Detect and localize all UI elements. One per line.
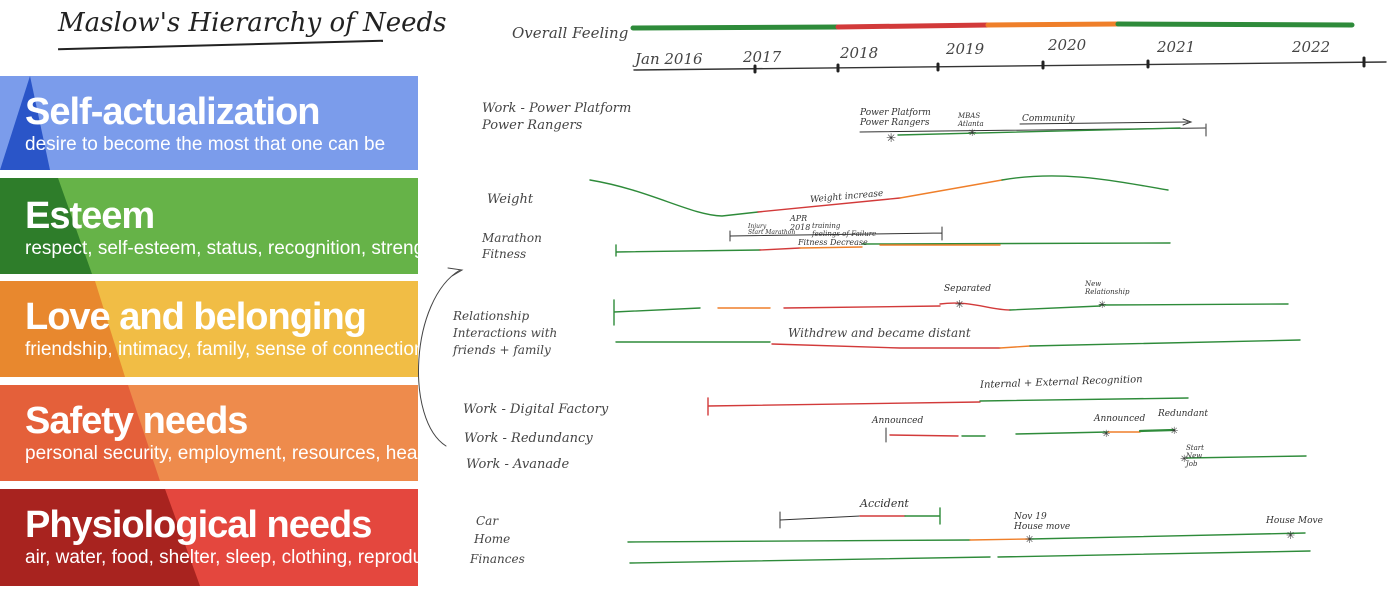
annotation-injury: Injury Start Marathon [748, 223, 796, 236]
annotation-redundant: Redundant [1158, 409, 1208, 419]
row-label-relationship: Relationship Interactions with friends +… [453, 309, 558, 357]
level-accent-self-actualization [0, 76, 50, 170]
level-physiological: Physiological needs air, water, food, sh… [25, 505, 463, 569]
level-title: Love and belonging [25, 296, 367, 338]
svg-text:✳: ✳ [955, 298, 964, 311]
annotation-house-move: House Move [1266, 516, 1323, 526]
overall-feeling-bar [630, 21, 1355, 31]
svg-text:✳: ✳ [1025, 533, 1034, 546]
svg-text:✳: ✳ [1286, 529, 1295, 542]
maslow-pyramid [0, 76, 418, 586]
svg-text:✳: ✳ [1180, 454, 1188, 465]
annotation-separated: Separated [944, 284, 991, 294]
level-desc: friendship, intimacy, family, sense of c… [25, 339, 425, 360]
annotation-accident: Accident [860, 497, 909, 510]
row-label-weight: Weight [487, 192, 534, 207]
svg-text:✳: ✳ [968, 128, 976, 139]
annotation-mbas: MBAS Atlanta [958, 112, 984, 128]
level-title: Safety needs [25, 400, 248, 442]
level-desc: desire to become the most that one can b… [25, 134, 386, 155]
row-label-work-redundancy: Work - Redundancy [464, 431, 593, 446]
level-title: Physiological needs [25, 504, 372, 546]
annotation-fitness-decrease: Fitness Decrease [798, 238, 868, 247]
year-2017: 2017 [743, 48, 782, 66]
year-2021: 2021 [1157, 38, 1196, 56]
level-accent-esteem [0, 178, 92, 274]
level-love-belonging: Love and belonging friendship, intimacy,… [25, 297, 425, 361]
svg-text:✳: ✳ [1102, 429, 1110, 440]
row-label-work-power: Work - Power Platform Power Rangers [482, 101, 632, 133]
year-2019: 2019 [946, 40, 985, 58]
timeline-axis [633, 61, 1387, 71]
level-accent-physiological [0, 489, 200, 586]
row-label-work-digital: Work - Digital Factory [463, 402, 609, 417]
year-2022: 2022 [1292, 38, 1331, 56]
level-desc: personal security, employment, resources… [25, 443, 518, 464]
annotation-announced-1: Announced [872, 416, 924, 426]
level-accent-safety [0, 385, 160, 481]
level-title: Esteem [25, 195, 155, 237]
annotation-withdrew: Withdrew and became distant [788, 326, 971, 340]
axis-ticks [753, 56, 1366, 74]
year-2018: 2018 [840, 44, 879, 62]
level-desc: respect, self-esteem, status, recognitio… [25, 238, 521, 259]
svg-text:✳: ✳ [1098, 300, 1106, 311]
page-title: Maslow's Hierarchy of Needs [58, 8, 447, 38]
year-2016: Jan 2016 [635, 50, 703, 68]
annotation-community: Community [1022, 114, 1075, 124]
level-accent-love [0, 281, 125, 377]
annotation-apr-2018: APR 2018 [790, 214, 811, 232]
level-title: Self-actualization [25, 91, 321, 133]
level-bg-self-actualization [0, 76, 418, 170]
annotation-start-new-job: Start New Job [1186, 444, 1204, 468]
row-label-finances: Finances [470, 552, 525, 566]
row-label-car: Car [476, 514, 499, 528]
annotation-nov-19: Nov 19 House move [1014, 512, 1071, 532]
row-label-home: Home [474, 532, 511, 546]
level-esteem: Esteem respect, self-esteem, status, rec… [25, 196, 520, 260]
annotation-new-relationship: New Relationship [1085, 280, 1130, 296]
row-label-marathon: Marathon Fitness [482, 231, 542, 261]
svg-text:✳: ✳ [886, 131, 896, 145]
level-desc: air, water, food, shelter, sleep, clothi… [25, 547, 464, 568]
overall-feeling-label: Overall Feeling [512, 24, 629, 42]
annotation-power-platform: Power Platform Power Rangers [860, 108, 931, 128]
level-self-actualization: Self-actualization desire to become the … [25, 92, 385, 156]
row-label-work-avanade: Work - Avanade [466, 457, 570, 472]
level-safety: Safety needs personal security, employme… [25, 401, 518, 465]
year-2020: 2020 [1048, 36, 1087, 54]
svg-text:✳: ✳ [1170, 426, 1178, 437]
annotation-announced-2: Announced [1094, 414, 1146, 424]
annotation-training: training feelings of Failure [812, 222, 877, 238]
